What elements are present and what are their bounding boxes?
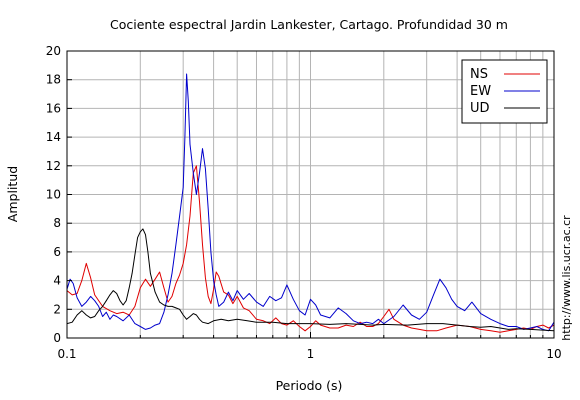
y-axis-label: Amplitud <box>5 166 20 222</box>
y-tick-label: 12 <box>46 159 61 173</box>
side-url-text: http://www.lis.ucr.ac.cr <box>560 215 573 341</box>
y-tick-label: 4 <box>53 274 61 288</box>
y-tick-label: 20 <box>46 44 61 58</box>
y-tick-label: 6 <box>53 245 61 259</box>
x-tick-label: 10 <box>546 347 561 361</box>
series-line-ew <box>67 73 554 332</box>
y-tick-label: 14 <box>46 130 61 144</box>
series-line-ns <box>67 165 554 333</box>
chart-title: Cociente espectral Jardin Lankester, Car… <box>110 17 508 32</box>
y-tick-label: 0 <box>53 331 61 345</box>
x-axis-label: Periodo (s) <box>276 378 343 393</box>
y-tick-label: 8 <box>53 216 61 230</box>
legend: NS EW UD <box>461 59 548 124</box>
y-tick-label: 2 <box>53 302 61 316</box>
y-tick-label: 16 <box>46 101 61 115</box>
legend-label-ew: EW <box>470 84 491 99</box>
series-line-ud <box>67 228 554 332</box>
legend-label-ns: NS <box>470 67 488 82</box>
x-tick-label: 1 <box>307 347 315 361</box>
ticks: 0 2 4 6 8 10 12 14 16 18 20 0.1 1 10 <box>46 44 562 361</box>
x-tick-label: 0.1 <box>57 347 76 361</box>
y-tick-label: 18 <box>46 73 61 87</box>
series-group <box>67 73 554 333</box>
y-tick-label: 10 <box>46 188 61 202</box>
legend-label-ud: UD <box>470 101 490 116</box>
